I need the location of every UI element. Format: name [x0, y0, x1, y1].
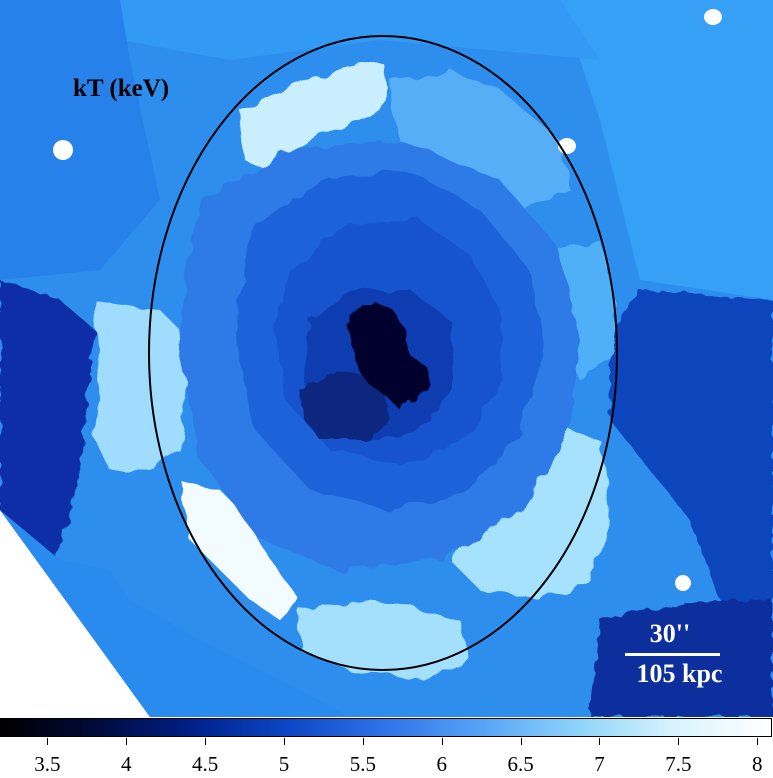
point-source-mask	[53, 140, 73, 160]
lower-right-light-patch	[450, 430, 610, 600]
scale-angle-label: 30''	[649, 619, 691, 648]
extraction-ellipse	[148, 35, 618, 671]
map-title: kT (keV)	[73, 75, 170, 102]
colorbar-tick	[283, 738, 285, 745]
colorbar-tick	[520, 738, 522, 745]
colorbar-axis: 3.5 4 4.5 5 5.5 6 6.5 7 7.5 8	[0, 738, 773, 778]
colorbar-tick-label: 3.5	[34, 752, 61, 776]
colorbar-tick-label: 6	[436, 752, 447, 776]
colorbar-tick-label: 7.5	[665, 752, 692, 776]
colorbar-tick-label: 4.5	[191, 752, 219, 776]
colorbar	[0, 718, 772, 737]
core-dark	[300, 370, 390, 440]
colorbar-tick	[126, 738, 128, 745]
left-region	[0, 0, 160, 280]
temperature-map	[0, 0, 773, 717]
scale-distance-label: 105 kpc	[636, 659, 723, 688]
left-dark-region	[0, 280, 95, 600]
top-band-region	[120, 0, 600, 60]
point-source-mask	[675, 575, 691, 591]
bottom-left-region	[0, 510, 350, 717]
bottom-right-dark-region	[590, 600, 773, 717]
colorbar-tick-label: 4	[120, 752, 132, 776]
colorbar-tick	[599, 738, 601, 745]
colorbar-tick-label: 5	[278, 752, 290, 776]
colorbar-tick-label: 8	[751, 752, 763, 776]
bottom-light-patch	[300, 600, 470, 680]
point-source-mask	[704, 9, 722, 25]
colorbar-tick	[441, 738, 443, 745]
colorbar-tick	[757, 738, 759, 745]
colorbar-tick-label: 5.5	[349, 752, 376, 776]
colorbar-tick	[678, 738, 680, 745]
colorbar-tick	[362, 738, 364, 745]
top-right-region	[560, 0, 773, 300]
top-white-patch	[240, 60, 390, 170]
colorbar-tick-label: 6.5	[507, 752, 534, 776]
left-light-patch	[95, 300, 185, 470]
colorbar-tick-label: 7	[594, 752, 605, 776]
scale-bar	[625, 653, 720, 656]
upper-right-light-patch	[390, 70, 570, 210]
right-dark-region	[610, 290, 773, 600]
bottom-white-patch	[180, 480, 300, 620]
colorbar-tick	[47, 738, 49, 745]
colorbar-tick	[205, 738, 207, 745]
core-black	[348, 302, 430, 410]
